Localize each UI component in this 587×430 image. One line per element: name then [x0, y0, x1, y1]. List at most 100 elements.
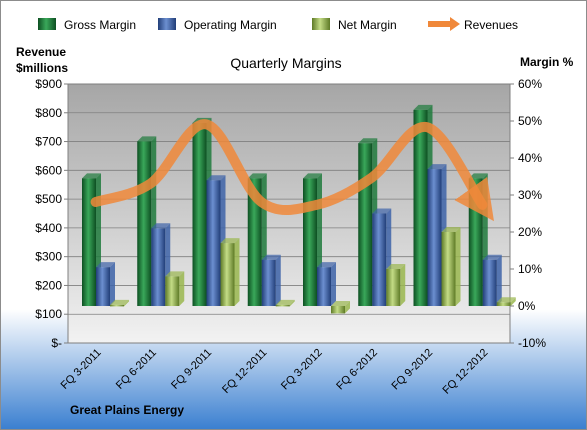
- operating-margin-bar-top: [317, 262, 336, 268]
- gross-margin-bar-top: [303, 173, 322, 179]
- gross-margin-bar: [192, 122, 207, 306]
- gross-margin-bar: [247, 178, 262, 306]
- left-tick-label: $300: [35, 250, 62, 264]
- net-margin-bar-top: [331, 301, 350, 306]
- legend-item-revenues: Revenues: [428, 17, 518, 32]
- net-margin-bar-side: [510, 297, 516, 306]
- legend-label: Operating Margin: [184, 18, 277, 32]
- net-margin-bar-top: [165, 271, 185, 277]
- net-margin-bar-top: [220, 238, 240, 244]
- left-tick-label: $-: [51, 336, 62, 350]
- revenues-line-path: [90, 119, 494, 222]
- net-margin-bar-side: [455, 227, 461, 306]
- left-tick-label: $600: [35, 163, 62, 177]
- operating-margin-bar: [317, 267, 331, 306]
- right-tick-label: -10%: [518, 336, 546, 350]
- gross-margin-bar-top: [247, 173, 267, 179]
- revenues-point: [95, 201, 97, 203]
- net-margin-bar-side: [345, 301, 350, 314]
- left-tick-label: $900: [35, 77, 62, 91]
- gross-margin-bar: [303, 178, 317, 306]
- legend-item-gross-margin: Gross Margin: [38, 18, 136, 32]
- legend-item-operating-margin: Operating Margin: [158, 18, 277, 32]
- operating-margin-bar-top: [261, 254, 281, 260]
- operating-margin-bar: [261, 259, 276, 306]
- gross-margin-bar: [82, 178, 96, 306]
- left-axis-label-line2: $millions: [16, 61, 68, 75]
- legend-swatch: [158, 18, 176, 30]
- net-margin-bar-top: [275, 299, 295, 305]
- revenues-point: [150, 182, 152, 184]
- legend-item-net-margin: Net Margin: [312, 18, 397, 32]
- operating-margin-bar-side: [275, 254, 281, 306]
- gross-margin-bar-top: [358, 138, 378, 144]
- net-margin-bar-top: [386, 264, 406, 269]
- net-margin-bar-top: [441, 227, 461, 232]
- net-margin-bar: [165, 276, 180, 306]
- left-tick-label: $800: [35, 106, 62, 120]
- operating-margin-bar: [96, 267, 110, 306]
- right-tick-label: 40%: [518, 151, 542, 165]
- legend-swatch: [38, 18, 56, 30]
- net-margin-bar: [496, 302, 511, 306]
- bars: [82, 104, 516, 314]
- left-tick-label: $400: [35, 221, 62, 235]
- operating-margin-bar-top: [96, 262, 115, 268]
- operating-margin-bar: [372, 213, 387, 306]
- gross-margin-bar: [137, 141, 152, 306]
- operating-margin-bar-top: [372, 208, 392, 214]
- net-margin-bar: [275, 304, 290, 307]
- legend-arrow: [450, 17, 460, 31]
- revenues-point: [260, 201, 262, 203]
- net-margin-bar-side: [179, 271, 185, 306]
- revenues-point: [481, 204, 483, 206]
- left-tick-label: $200: [35, 278, 62, 292]
- net-margin-bar-side: [400, 264, 406, 306]
- operating-margin-bar: [482, 259, 497, 306]
- revenues-point: [371, 177, 373, 179]
- left-axis-label-line1: Revenue: [16, 45, 66, 59]
- company-name: Great Plains Energy: [70, 403, 184, 417]
- chart-title: Quarterly Margins: [230, 55, 341, 71]
- legend-label: Net Margin: [338, 18, 397, 32]
- net-margin-bar: [220, 243, 235, 306]
- gross-margin-bar: [358, 143, 373, 306]
- net-margin-bar: [386, 269, 401, 306]
- net-margin-bar: [110, 304, 124, 307]
- left-tick-label: $100: [35, 307, 62, 321]
- left-axis-ticks: $- $100 $200 $300 $400 $500 $600 $700 $800 $900: [35, 77, 68, 350]
- left-tick-label: $700: [35, 135, 62, 149]
- right-tick-label: 20%: [518, 225, 542, 239]
- right-tick-label: 30%: [518, 188, 542, 202]
- legend: Gross Margin Operating Margin Net Margin Re…: [38, 17, 518, 32]
- net-margin-bar: [331, 306, 345, 314]
- right-tick-label: 50%: [518, 114, 542, 128]
- left-tick-label: $500: [35, 192, 62, 206]
- operating-margin-bar-side: [496, 254, 502, 306]
- operating-margin-bar: [427, 169, 442, 306]
- revenues-point: [316, 204, 318, 206]
- net-margin-bar: [441, 232, 456, 306]
- gross-margin-bar-top: [82, 173, 101, 179]
- gross-margin-bar-top: [413, 104, 433, 110]
- operating-margin-bar-top: [206, 175, 226, 181]
- net-margin-bar-side: [124, 299, 129, 307]
- revenue-line: [90, 119, 494, 222]
- operating-margin-bar-top: [151, 223, 171, 229]
- net-margin-bar-side: [289, 299, 295, 307]
- legend-label: Gross Margin: [64, 18, 136, 32]
- operating-margin-bar: [206, 180, 221, 306]
- revenues-point: [426, 126, 428, 128]
- gross-margin-bar: [413, 109, 428, 307]
- net-margin-bar-side: [234, 238, 240, 306]
- operating-margin-bar-side: [331, 262, 336, 306]
- operating-margin-bar-top: [427, 164, 447, 170]
- revenues-point: [205, 123, 207, 125]
- right-axis-ticks: -10% 0% 10% 20% 30% 40% 50% 60%: [510, 77, 546, 350]
- legend-label: Revenues: [464, 18, 518, 32]
- right-tick-label: 60%: [518, 77, 542, 91]
- right-tick-label: 0%: [518, 299, 536, 313]
- operating-margin-bar-top: [482, 254, 502, 260]
